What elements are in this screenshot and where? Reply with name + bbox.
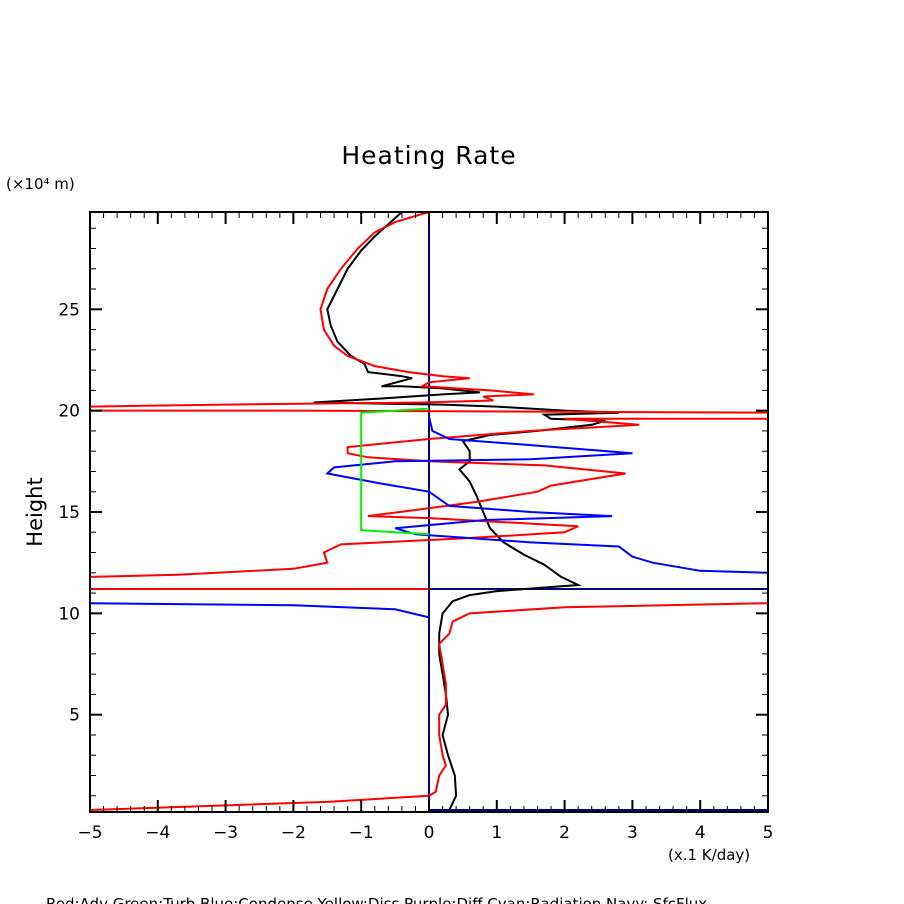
series-adv bbox=[90, 212, 768, 578]
y-tick-labels: 5 10 15 20 25 bbox=[58, 300, 80, 725]
y-axis-label: Height bbox=[23, 477, 47, 546]
x-tick-label: −3 bbox=[213, 823, 238, 843]
chart-title: Heating Rate bbox=[341, 141, 516, 170]
x-tick-label: −1 bbox=[349, 823, 374, 843]
x-tick-label: −4 bbox=[145, 823, 170, 843]
axes bbox=[89, 211, 769, 813]
y-tick-label: 10 bbox=[58, 604, 80, 624]
x-tick-labels: −5 −4 −3 −2 −1 0 1 2 3 4 5 bbox=[77, 823, 773, 843]
series-turb bbox=[360, 407, 430, 536]
x-tick-label: 2 bbox=[559, 823, 570, 843]
legend: Red:Adv Green:Turb Blue:Condense Yellow:… bbox=[46, 895, 707, 904]
series-total bbox=[313, 212, 619, 811]
series-adv-low bbox=[90, 602, 768, 811]
x-tick-label: −5 bbox=[77, 823, 102, 843]
x-tick-label: 3 bbox=[627, 823, 638, 843]
y-tick-label: 25 bbox=[58, 300, 80, 320]
x-tick-label: 0 bbox=[424, 823, 435, 843]
y-tick-label: 15 bbox=[58, 503, 80, 523]
plot-lines bbox=[90, 212, 768, 811]
x-tick-label: 1 bbox=[491, 823, 502, 843]
x-tick-label: 4 bbox=[695, 823, 706, 843]
y-tick-label: 5 bbox=[69, 706, 80, 726]
x-tick-label: 5 bbox=[763, 823, 774, 843]
x-axis-unit: (x.1 K/day) bbox=[668, 846, 750, 864]
series-condense-low bbox=[90, 602, 430, 619]
y-axis-unit: (×10⁴ m) bbox=[6, 175, 75, 193]
y-tick-label: 20 bbox=[58, 402, 80, 422]
series-condense bbox=[325, 416, 768, 574]
series-sfcflux bbox=[428, 212, 768, 811]
x-tick-label: −2 bbox=[281, 823, 306, 843]
